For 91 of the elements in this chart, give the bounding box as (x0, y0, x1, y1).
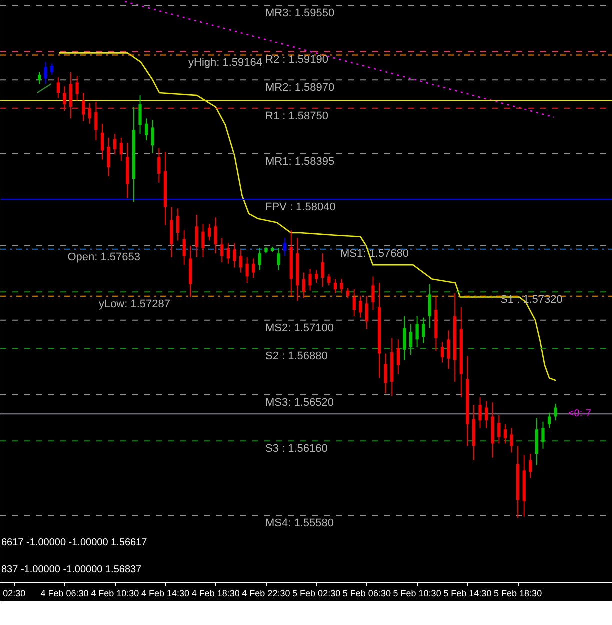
ref-line-label: S3 : 1.56160 (266, 443, 328, 456)
candlestick (328, 274, 331, 286)
candlestick (529, 453, 532, 479)
candlestick (158, 148, 161, 184)
candlestick (447, 330, 450, 370)
candlestick (284, 238, 287, 257)
candlestick (396, 339, 400, 375)
candlestick (233, 242, 236, 268)
candlestick (239, 249, 243, 274)
candlestick (478, 396, 482, 429)
candlestick (542, 421, 545, 450)
candlestick (195, 214, 199, 258)
ref-line-label: FPV : 1.58040 (266, 202, 336, 214)
candlestick (120, 137, 123, 162)
candlestick (56, 77, 60, 99)
candlestick (214, 217, 218, 254)
candlestick (44, 62, 48, 85)
candlestick (246, 256, 249, 284)
text: 837 -1.00000 -1.00000 1.56837 (2, 564, 142, 576)
ref-line-label: MR1: 1.58395 (266, 156, 335, 168)
text: 6617 -1.00000 -1.00000 1.56617 (2, 538, 148, 548)
ref-line-label: R2 : 1.59190 (266, 54, 328, 66)
candlestick (182, 230, 186, 266)
candlestick (403, 316, 406, 361)
candlestick (548, 412, 552, 429)
x-tick-label: 4 Feb 06:30 (40, 588, 89, 598)
candlestick (252, 258, 256, 278)
candlestick (88, 102, 92, 124)
candlestick (504, 424, 508, 444)
x-tick-label: 4 Feb 22:30 (242, 588, 290, 598)
candlestick (50, 62, 54, 76)
x-tick-label: 5 Feb 06:30 (342, 588, 391, 598)
candlestick (114, 134, 117, 156)
x-tick-label: 4 Feb 14:30 (141, 588, 190, 598)
candlestick (82, 92, 86, 122)
candlestick (76, 76, 79, 102)
candlestick (226, 242, 230, 264)
candlestick (38, 72, 42, 85)
candlestick (208, 224, 212, 242)
candlestick (258, 248, 262, 271)
candlestick (308, 268, 312, 292)
candlestick (107, 137, 110, 177)
candlestick (334, 278, 338, 294)
candlestick (498, 414, 501, 444)
candlestick (384, 353, 388, 394)
candlestick (94, 101, 98, 142)
candlestick (63, 86, 66, 112)
ref-line-label: MS3: 1.56520 (266, 396, 334, 409)
candlestick (151, 119, 154, 154)
candlestick (359, 295, 362, 318)
candlestick (416, 316, 419, 348)
x-tick-label: 5 Feb 02:30 (292, 588, 341, 598)
ref-line-label: MS2: 1.57100 (266, 322, 334, 334)
candlestick (145, 118, 148, 142)
candlestick (510, 428, 514, 454)
candlestick (372, 276, 375, 311)
x-tick-label: 4 Feb 18:30 (192, 588, 240, 598)
candlestick (277, 248, 280, 271)
ref-line-label: MS1: 1.57680 (340, 248, 409, 260)
candlestick (176, 208, 180, 242)
ref-line-label: MR3: 1.59550 (266, 8, 335, 20)
candlestick (428, 284, 432, 329)
candlestick (346, 288, 350, 300)
candlestick (321, 253, 324, 288)
candlestick (202, 224, 205, 258)
x-tick-label: 4 Feb 10:30 (91, 588, 140, 598)
ref-line-label: Open: 1.57653 (68, 251, 141, 264)
ref-line-label: S2 : 1.56880 (266, 350, 328, 363)
candlestick (365, 295, 369, 330)
x-tick-label: 5 Feb 18:30 (494, 588, 542, 598)
candlestick (69, 72, 73, 120)
x-tick-label: 02:30 (3, 588, 26, 598)
ref-line-label: yLow: 1.57287 (98, 298, 171, 310)
candlestick (352, 289, 356, 318)
candlestick (554, 403, 558, 422)
candlestick (409, 324, 413, 356)
candlestick (422, 317, 426, 344)
x-tick-label: 5 Feb 10:30 (393, 588, 442, 598)
candlestick (485, 400, 488, 429)
candlestick (315, 270, 318, 284)
ref-line-label: MR2: 1.58970 (266, 82, 335, 94)
candlestick (340, 278, 344, 294)
candlestick (100, 123, 104, 160)
candlestick (138, 95, 142, 135)
candlestick (440, 342, 444, 364)
x-tick-label: 5 Feb 14:30 (444, 588, 492, 598)
candlestick (220, 238, 224, 264)
ref-line-label: yHigh: 1.59164 (188, 57, 262, 70)
ref-line-label: R1 : 1.58750 (266, 110, 328, 122)
candlestick (302, 272, 306, 300)
ref-line-label: MS4: 1.55580 (266, 518, 334, 530)
